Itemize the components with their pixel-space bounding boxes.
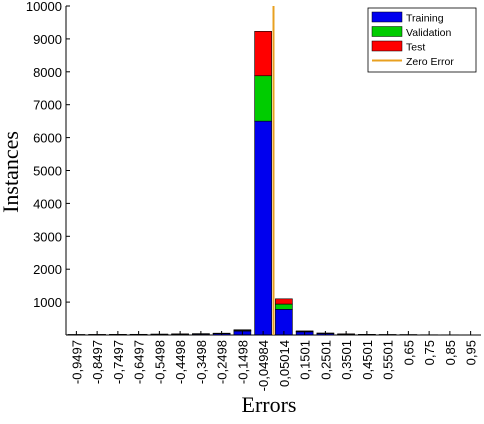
- legend: Training Validation Test Zero Error: [368, 8, 476, 72]
- x-tick-label-6: -0,3498: [194, 340, 209, 384]
- x-tick-label-18: 0,85: [443, 340, 458, 365]
- legend-label-zero-error: Zero Error: [406, 56, 454, 68]
- x-tick-label-1: -0,8497: [90, 340, 105, 384]
- x-tick-label-19: 0,95: [464, 340, 479, 365]
- y-tick-label-1000: 1000: [33, 295, 62, 310]
- bar-validation-10: [275, 304, 292, 309]
- legend-label-validation: Validation: [406, 27, 451, 39]
- bar-test-10: [275, 299, 292, 304]
- x-tick-label-0: -0,9497: [69, 340, 84, 384]
- y-tick-label-8000: 8000: [33, 65, 62, 80]
- x-tick-label-7: -0,2498: [215, 340, 230, 384]
- x-tick-label-5: -0,4498: [173, 340, 188, 384]
- x-tick-label-2: -0,7497: [111, 340, 126, 384]
- y-tick-label-4000: 4000: [33, 196, 62, 211]
- x-tick-label-12: 0,2501: [318, 340, 333, 380]
- x-tick-label-16: 0,65: [401, 340, 416, 365]
- x-tick-label-13: 0,3501: [339, 340, 354, 380]
- y-tick-label-7000: 7000: [33, 98, 62, 113]
- y-tick-label-10000: 10000: [26, 0, 62, 14]
- x-axis-label: Errors: [242, 392, 297, 417]
- y-tick-label-6000: 6000: [33, 131, 62, 146]
- bar-validation-9: [255, 76, 272, 121]
- x-tick-label-4: -0,5498: [152, 340, 167, 384]
- legend-label-test: Test: [406, 42, 425, 54]
- bar-training-9: [255, 121, 272, 335]
- x-tick-label-15: 0,5501: [381, 340, 396, 380]
- x-tick-label-10: 0,05014: [277, 340, 292, 387]
- bar-test-8: [234, 330, 251, 331]
- x-tick-label-8: -0,1498: [235, 340, 250, 384]
- legend-swatch-test: [372, 41, 402, 51]
- y-axis-label: Instances: [0, 131, 23, 213]
- x-tick-label-11: 0,1501: [298, 340, 313, 380]
- x-tick-label-17: 0,75: [422, 340, 437, 365]
- y-tick-label-2000: 2000: [33, 262, 62, 277]
- x-tick-label-9: -0,04984: [256, 340, 271, 391]
- y-tick-label-9000: 9000: [33, 32, 62, 47]
- bar-test-9: [255, 31, 272, 75]
- legend-label-training: Training: [406, 13, 444, 25]
- y-tick-label-5000: 5000: [33, 164, 62, 179]
- legend-swatch-validation: [372, 27, 402, 37]
- x-tick-label-14: 0,4501: [360, 340, 375, 380]
- y-tick-label-3000: 3000: [33, 229, 62, 244]
- legend-swatch-training: [372, 12, 402, 22]
- x-tick-label-3: -0,6497: [132, 340, 147, 384]
